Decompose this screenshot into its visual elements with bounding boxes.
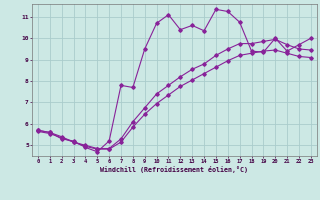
X-axis label: Windchill (Refroidissement éolien,°C): Windchill (Refroidissement éolien,°C) — [100, 166, 248, 173]
